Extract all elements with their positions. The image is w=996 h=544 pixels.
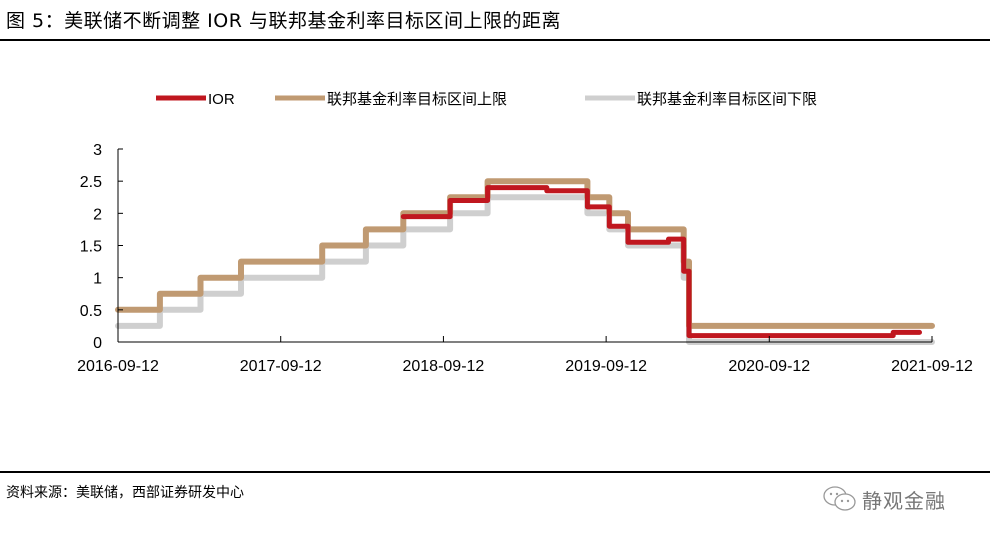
chart-title: 图 5：美联储不断调整 IOR 与联邦基金利率目标区间上限的距离 [6, 10, 561, 32]
axes: 0 0.5 1 1.5 2 2.5 3 2016-09-12 2017-09-12 2018-09… [77, 142, 973, 375]
y-tick-label: 0 [93, 335, 102, 352]
series-line-2 [115, 194, 935, 345]
x-tick-label: 2019-09-12 [565, 358, 647, 375]
y-tick-label: 2 [93, 206, 102, 223]
series-line-1 [115, 178, 935, 329]
x-tick-label: 2017-09-12 [240, 358, 322, 375]
y-tick-label: 2.5 [80, 174, 102, 191]
wechat-icon [823, 486, 856, 511]
source-note: 资料来源：美联储，西部证券研发中心 [6, 485, 244, 501]
series-layer [115, 178, 935, 345]
legend: IOR 联邦基金利率目标区间上限 联邦基金利率目标区间下限 [156, 91, 817, 108]
series-line-0 [400, 185, 922, 339]
x-tick-label: 2018-09-12 [402, 358, 484, 375]
y-tick-label: 3 [93, 142, 102, 159]
y-tick-label: 0.5 [80, 303, 102, 320]
x-tick-label: 2016-09-12 [77, 358, 159, 375]
legend-item-label: 联邦基金利率目标区间下限 [637, 91, 817, 108]
x-tick-label: 2020-09-12 [728, 358, 810, 375]
legend-item-label: 联邦基金利率目标区间上限 [327, 91, 507, 108]
bottom-rule [0, 471, 990, 473]
top-rule [0, 39, 990, 41]
brand-watermark: 静观金融 [822, 484, 946, 514]
brand-name: 静观金融 [862, 488, 946, 513]
y-tick-label: 1.5 [80, 239, 102, 256]
y-tick-label: 1 [93, 271, 102, 288]
chart-area: IOR 联邦基金利率目标区间上限 联邦基金利率目标区间下限 0 0.5 1 1.5 2 2.5… [77, 91, 973, 375]
legend-item-label: IOR [208, 91, 235, 108]
x-tick-label: 2021-09-12 [891, 358, 973, 375]
